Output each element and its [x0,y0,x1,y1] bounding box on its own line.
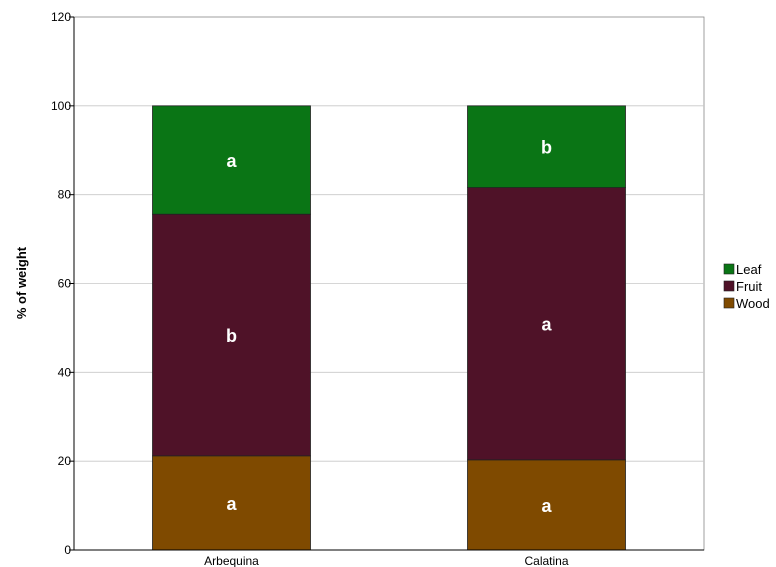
y-axis-title: % of weight [14,246,29,319]
y-tick-label: 120 [51,10,71,24]
y-tick-label: 100 [51,99,71,113]
legend: Leaf Fruit Wood [723,262,770,311]
bars: a b a a a b [152,105,626,551]
y-tick-label: 60 [58,277,72,291]
legend-label-wood: Wood [736,296,770,311]
significance-label: b [541,138,552,158]
y-tick-label: 0 [64,543,71,557]
significance-label: a [541,315,552,335]
significance-label: a [541,496,552,516]
bar-segment-leaf-arbequina [152,105,311,215]
legend-label-leaf: Leaf [736,262,762,277]
bar-segment-wood-arbequina [152,455,311,551]
x-axis: Arbequina Calatina [74,549,704,567]
bar-segment-leaf-calatina [467,105,626,188]
legend-swatch-leaf [723,263,735,275]
x-tick-label: Calatina [524,554,568,567]
y-tick-label: 40 [58,365,72,379]
bar-segment-fruit-arbequina [152,213,311,457]
y-tick-label: 80 [58,188,72,202]
legend-swatch-wood [723,297,735,309]
bar-segment-fruit-calatina [467,187,626,461]
y-axis: 0 20 40 60 80 100 120 [51,10,75,557]
significance-label: b [226,326,237,346]
bar-segment-wood-calatina [467,459,626,551]
legend-swatch-fruit [723,280,735,292]
x-tick-label: Arbequina [204,554,259,567]
legend-label-fruit: Fruit [736,279,762,294]
significance-label: a [226,151,237,171]
y-tick-label: 20 [58,454,72,468]
significance-label: a [226,494,237,514]
